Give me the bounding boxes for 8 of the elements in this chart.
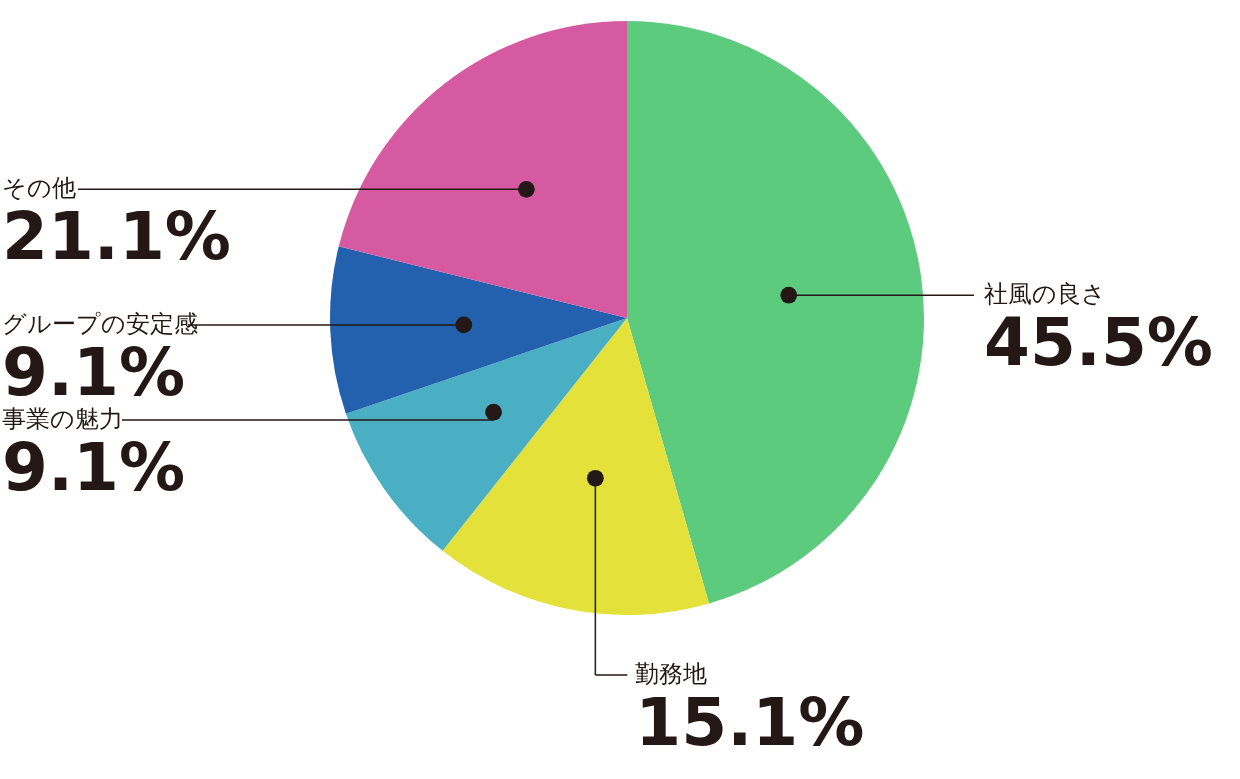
pie-slice [330,246,627,414]
pie-slice [627,21,924,604]
slice-label: その他 [2,174,76,203]
pie-slice [345,318,627,551]
slice-label: 社風の良さ [984,280,1106,309]
pie-slice [338,21,627,318]
pie-slice [442,318,710,615]
slice-label: グループの安定感 [2,309,198,338]
